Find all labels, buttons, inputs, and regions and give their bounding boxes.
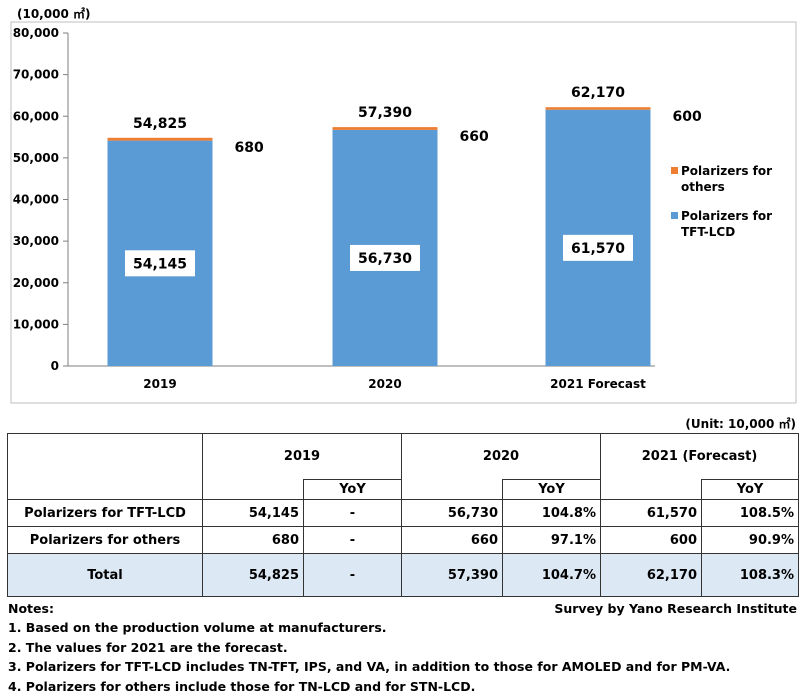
source-credit: Survey by Yano Research Institute <box>554 601 797 616</box>
note-line: 2. The values for 2021 are the forecast. <box>8 639 288 655</box>
cell-value: 600 <box>600 526 702 554</box>
data-table: 2019 2020 2021 (Forecast) YoY YoY YoY Po… <box>7 433 800 597</box>
notes-heading: Notes: <box>8 601 54 616</box>
total-value-label: 54,825 <box>133 116 187 132</box>
x-category-label: 2020 <box>368 377 401 391</box>
row-label: Total <box>7 553 203 597</box>
cell-yoy: 108.3% <box>700 553 800 597</box>
cell-value: 61,570 <box>600 499 702 527</box>
yoy-header: YoY <box>502 479 601 500</box>
header-year-2020: 2020 <box>401 433 601 480</box>
subheader-empty <box>401 479 503 500</box>
x-category-label: 2019 <box>143 377 176 391</box>
header-empty-cell <box>7 433 203 500</box>
legend-label-line2: TFT-LCD <box>681 225 735 239</box>
cell-yoy: 104.7% <box>502 553 601 597</box>
y-tick-label: 10,000 <box>13 317 59 331</box>
table-row: Polarizers for others 680 - 660 97.1% 60… <box>7 526 800 554</box>
cell-value: 54,825 <box>202 553 304 597</box>
y-axis-unit: (10,000 ㎡) <box>17 6 90 21</box>
tft-value-label: 56,730 <box>358 251 412 267</box>
tft-value-label: 61,570 <box>571 241 625 257</box>
header-year-2019: 2019 <box>202 433 402 480</box>
cell-value: 57,390 <box>401 553 503 597</box>
tft-label-box <box>125 250 195 277</box>
legend-label-line1: Polarizers for <box>681 209 772 223</box>
total-value-label: 57,390 <box>358 105 412 121</box>
tft-label-box <box>350 244 420 271</box>
others-value-label: 660 <box>460 129 489 145</box>
tft-label-box <box>563 234 633 261</box>
header-year-2021: 2021 (Forecast) <box>599 433 800 480</box>
cell-value: 54,145 <box>202 499 304 527</box>
cell-yoy: - <box>303 499 402 527</box>
yoy-header: YoY <box>303 479 402 500</box>
stacked-bar-chart: (10,000 ㎡) 0 10,000 20,000 30,000 40,000 50,0… <box>10 6 797 404</box>
note-line: 3. Polarizers for TFT-LCD includes TN-TF… <box>8 659 731 675</box>
bar-labels: 54,145 54,825 680 56,730 57,390 660 61,570 62,1… <box>125 85 702 277</box>
table-row-total: Total 54,825 - 57,390 104.7% 62,170 108.… <box>7 553 800 597</box>
note-line: 4. Polarizers for others include those f… <box>8 678 476 694</box>
cell-yoy: 104.8% <box>502 499 601 527</box>
row-label: Polarizers for TFT-LCD <box>7 499 203 527</box>
y-tick-label: 60,000 <box>13 109 59 123</box>
table-unit-label: (Unit: 10,000 ㎡) <box>685 417 796 431</box>
bar-others <box>107 137 213 141</box>
y-tick-label: 40,000 <box>13 193 59 207</box>
bar-others <box>545 107 651 110</box>
cell-yoy: - <box>303 526 402 554</box>
cell-value: 56,730 <box>401 499 503 527</box>
others-value-label: 600 <box>673 109 702 125</box>
legend-label-line1: Polarizers for <box>681 164 772 178</box>
subheader-empty <box>600 479 702 500</box>
x-axis-labels: 2019 2020 2021 Forecast <box>143 377 646 391</box>
x-category-label: 2021 Forecast <box>550 377 646 391</box>
others-value-label: 680 <box>235 140 264 156</box>
cell-value: 62,170 <box>600 553 702 597</box>
subheader-empty <box>202 479 304 500</box>
legend-swatch <box>671 212 678 219</box>
cell-value: 660 <box>401 526 503 554</box>
cell-yoy: 108.5% <box>700 499 800 527</box>
table-row: Polarizers for TFT-LCD 54,145 - 56,730 1… <box>7 499 800 527</box>
cell-yoy: 97.1% <box>502 526 601 554</box>
tft-value-label: 54,145 <box>133 256 187 272</box>
legend: Polarizers for others Polarizers for TFT-LC… <box>671 164 772 239</box>
legend-swatch <box>671 167 678 174</box>
y-tick-label: 50,000 <box>13 151 59 165</box>
bar-others <box>332 127 438 130</box>
y-tick-label: 80,000 <box>13 26 59 40</box>
y-tick-label: 20,000 <box>13 276 59 290</box>
y-tick-label: 30,000 <box>13 234 59 248</box>
yoy-header: YoY <box>700 479 800 500</box>
cell-value: 680 <box>202 526 304 554</box>
note-line: 1. Based on the production volume at man… <box>8 620 387 636</box>
table-subheader-row: YoY YoY YoY <box>8 479 800 500</box>
cell-yoy: - <box>303 553 402 597</box>
total-value-label: 62,170 <box>571 85 625 101</box>
cell-yoy: 90.9% <box>700 526 800 554</box>
y-tick-label: 70,000 <box>13 68 59 82</box>
y-tick-label: 0 <box>51 359 59 373</box>
table-header-row: 2019 2020 2021 (Forecast) <box>7 433 800 500</box>
legend-label-line2: others <box>681 180 725 194</box>
row-label: Polarizers for others <box>7 526 203 554</box>
